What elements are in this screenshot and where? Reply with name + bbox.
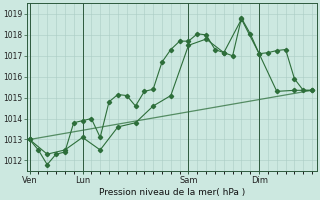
X-axis label: Pression niveau de la mer( hPa ): Pression niveau de la mer( hPa ) — [99, 188, 245, 197]
